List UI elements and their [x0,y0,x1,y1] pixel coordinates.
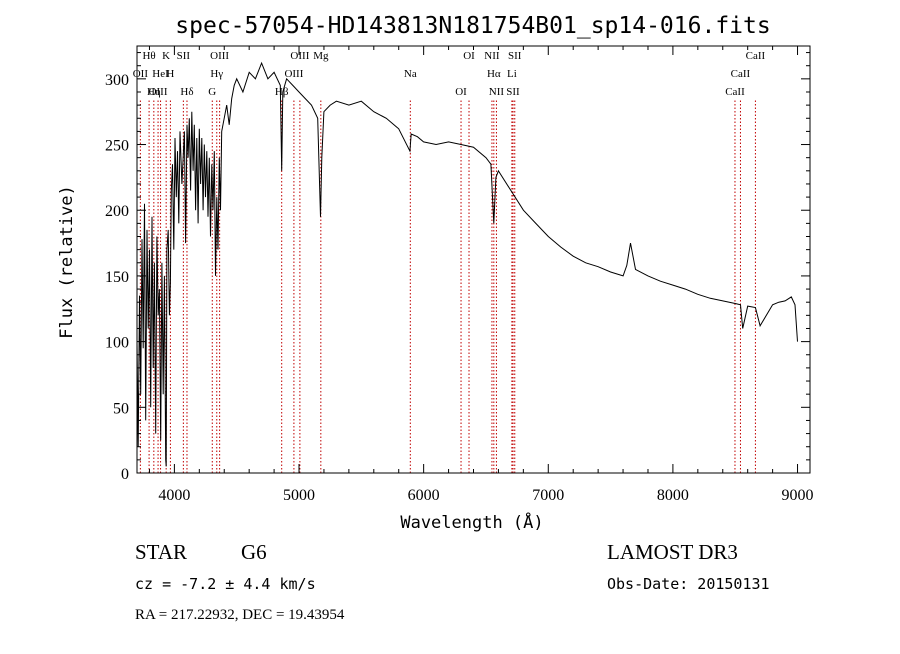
line-label: OIII [149,86,168,98]
line-label: Hβ [275,86,289,98]
line-label: H [166,68,174,80]
plot-frame [136,45,811,474]
x-tick-label: 4000 [158,487,190,504]
object-class: STAR [135,540,187,564]
line-label: OIII [210,50,229,62]
x-tick-label: 9000 [782,487,814,504]
line-labels: HθOIIOIIIKHeIHηSIIHHδOIIIHγGOIIIOIIIHβMg… [133,50,766,98]
line-label: Hα [487,68,501,80]
line-label: Hδ [180,86,193,98]
line-label: Hθ [142,50,155,62]
x-axis-ticks: 4000 5000 6000 7000 8000 9000 [148,46,814,504]
y-tick-label: 0 [121,466,129,483]
y-tick-label: 200 [105,203,129,220]
line-label: SII [177,50,191,62]
line-label: Hγ [210,68,223,80]
y-axis-label: Flux (relative) [57,185,77,339]
line-label: K [162,50,170,62]
line-label: OIII [290,50,309,62]
redshift-velocity: cz = -7.2 ± 4.4 km/s [135,575,316,593]
line-label: Na [404,68,417,80]
chart-title: spec-57054-HD143813N181754B01_sp14-016.f… [175,13,770,39]
x-tick-label: 7000 [532,487,564,504]
survey-name: LAMOST DR3 [607,540,738,564]
line-label: SII [506,86,520,98]
line-label: CaII [731,68,751,80]
line-label: HeI [152,68,169,80]
line-label: NII [489,86,505,98]
y-tick-label: 150 [105,269,129,286]
line-label: Li [507,68,517,80]
line-label: G [208,86,216,98]
y-tick-label: 100 [105,335,129,352]
observation-date: Obs-Date: 20150131 [607,575,770,593]
line-label: OIII [284,68,303,80]
sky-coordinates: RA = 217.22932, DEC = 19.43954 [135,607,345,623]
x-tick-label: 6000 [408,487,440,504]
y-tick-label: 250 [105,138,129,155]
line-label: CaII [746,50,766,62]
spectral-subclass: G6 [241,540,267,564]
line-label: OII [133,68,149,80]
line-label: OI [455,86,467,98]
x-axis-label: Wavelength (Å) [400,511,543,533]
line-label: OI [463,50,475,62]
line-label: Mg [313,50,329,62]
line-label: CaII [725,86,745,98]
line-label: SII [508,50,522,62]
line-label: Hη [147,86,161,98]
y-axis-ticks: 0 50 100 150 200 250 300 [105,52,810,483]
x-tick-label: 8000 [657,487,689,504]
line-label: NII [484,50,500,62]
line-markers [139,100,756,473]
spectrum-line [136,61,798,467]
y-tick-label: 300 [105,72,129,89]
x-tick-label: 5000 [283,487,315,504]
y-tick-label: 50 [113,400,129,417]
